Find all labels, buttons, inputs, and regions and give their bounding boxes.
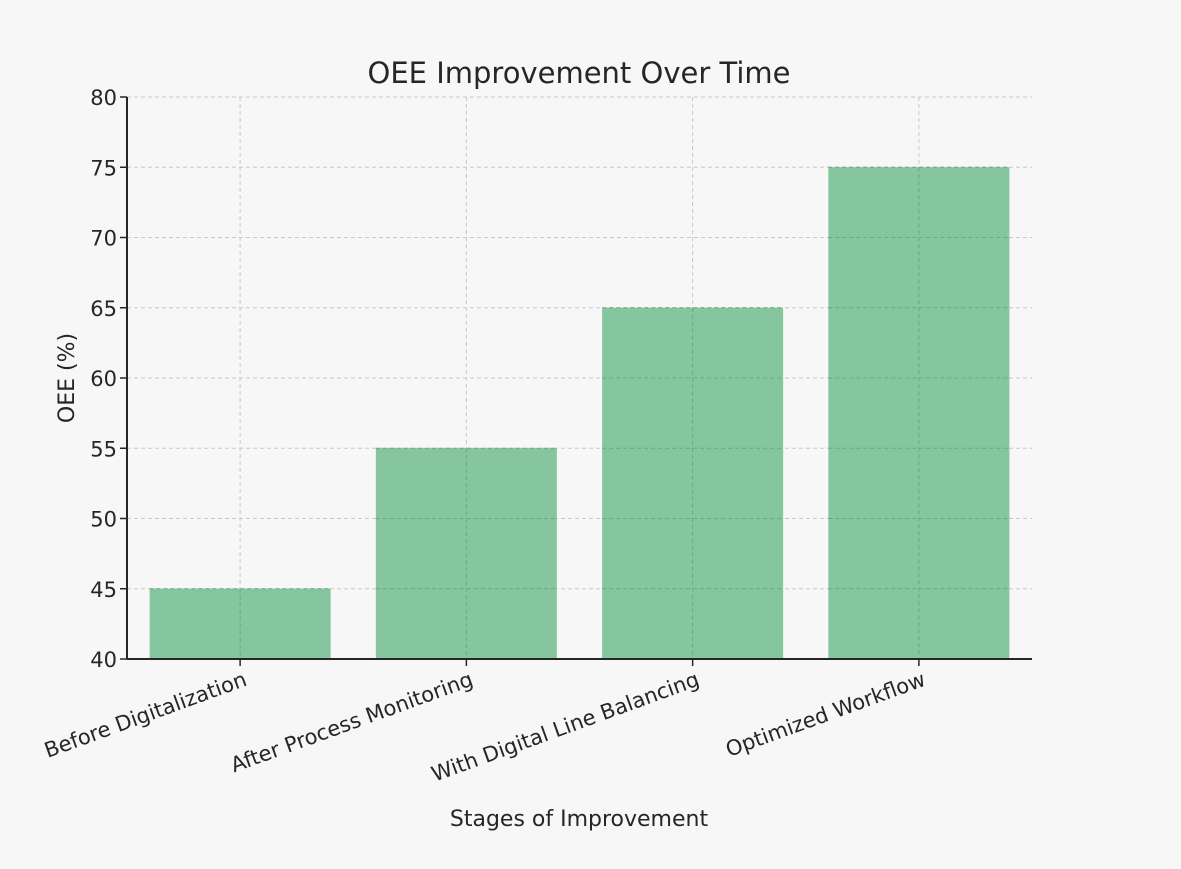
y-tick-label: 75 <box>90 156 117 180</box>
y-tick-label: 65 <box>90 297 117 321</box>
x-tick-label: Before Digitalization <box>41 667 250 763</box>
y-axis-label: OEE (%) <box>55 333 80 423</box>
x-axis-label: Stages of Improvement <box>450 807 709 832</box>
x-tick-label: Optimized Workflow <box>722 667 928 762</box>
y-tick-label: 80 <box>90 86 117 110</box>
bar-layer <box>149 166 1010 659</box>
y-tick-label: 70 <box>90 227 117 251</box>
y-tick-label: 45 <box>90 578 117 602</box>
y-tick-label: 50 <box>90 508 117 532</box>
chart-title: OEE Improvement Over Time <box>368 56 791 90</box>
y-tick-label: 60 <box>90 367 117 391</box>
y-tick-label: 40 <box>90 648 117 672</box>
y-tick-label: 55 <box>90 437 117 461</box>
